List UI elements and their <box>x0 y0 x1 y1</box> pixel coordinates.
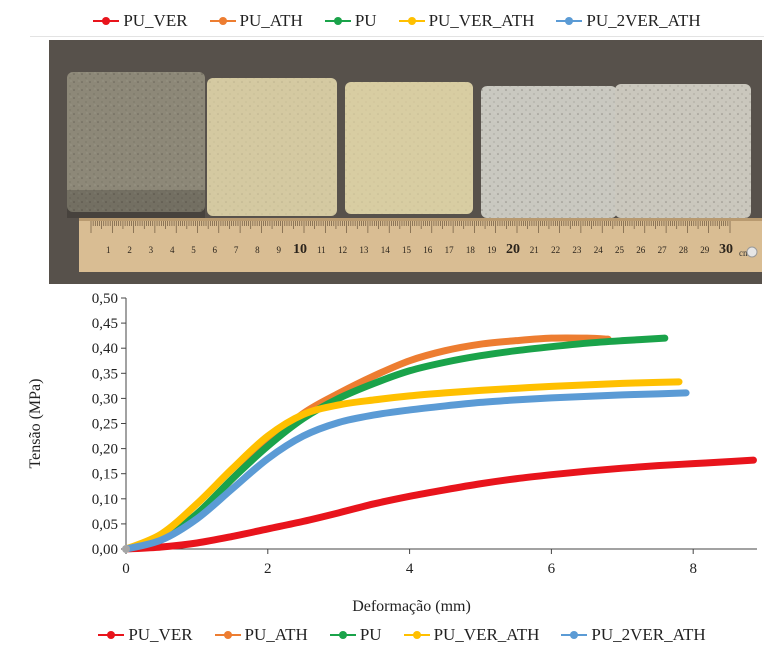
stress-strain-chart: 0,00 0,05 0,10 0,15 0,20 0,25 0,30 0,35 0,40 0,45… <box>27 291 757 615</box>
legend-marker-icon <box>403 631 430 639</box>
series-layer <box>122 334 757 553</box>
ruler-number: 2 <box>127 245 132 255</box>
ruler-number: 23 <box>572 245 582 255</box>
ruler-number: 25 <box>615 245 625 255</box>
ruler-number: 21 <box>530 245 539 255</box>
ruler-number: 4 <box>170 245 175 255</box>
foam-sample <box>481 86 617 218</box>
legend-label: PU_2VER_ATH <box>586 11 701 30</box>
ruler-number: 26 <box>636 245 646 255</box>
ruler-number: 14 <box>381 245 391 255</box>
legend-label: PU_ATH <box>239 11 303 30</box>
ruler-number: 13 <box>359 245 369 255</box>
y-tick-label: 0,40 <box>92 341 118 357</box>
ruler-number: 3 <box>149 245 154 255</box>
y-tick-label: 0,05 <box>92 517 118 533</box>
ruler-unit: cm <box>739 248 750 258</box>
legend-item-pu-2ver-ath: PU_2VER_ATH <box>556 11 701 31</box>
series-line-pu-ver <box>122 456 757 553</box>
x-tick-label: 8 <box>689 561 697 577</box>
y-tick-label: 0,15 <box>92 467 118 483</box>
legend-marker-icon <box>556 17 583 25</box>
y-tick-label: 0,30 <box>92 391 118 407</box>
foam-sample <box>67 72 205 218</box>
ruler-number: 18 <box>466 245 476 255</box>
x-tick-label: 0 <box>122 561 130 577</box>
legend-item-pu: PU <box>324 11 377 31</box>
legend-marker-icon <box>324 17 351 25</box>
ruler-number: 7 <box>234 245 239 255</box>
ruler-number: 1 <box>106 245 111 255</box>
legend-label: PU <box>359 625 382 644</box>
ruler-number: 19 <box>487 245 497 255</box>
bottom-legend: PU_VER PU_ATH PU PU_VER_ATH PU_2VER_ATH <box>40 620 764 650</box>
ruler-number: 30 <box>719 242 733 257</box>
legend-item-pu-ath: PU_ATH <box>209 11 303 31</box>
ruler-number: 8 <box>255 245 260 255</box>
ruler-number: 15 <box>402 245 412 255</box>
y-tick-label: 0,00 <box>92 542 118 558</box>
ruler-number: 16 <box>423 245 433 255</box>
ruler-number: 27 <box>658 245 668 255</box>
legend-label: PU_VER <box>128 625 193 644</box>
foam-sample <box>207 78 337 216</box>
ruler-number: 6 <box>213 245 218 255</box>
legend-label: PU_2VER_ATH <box>591 625 706 644</box>
y-axis-label: Tensão (MPa) <box>27 379 44 469</box>
series-line-pu <box>122 334 669 553</box>
samples-photo: 1 2 3 4 5 6 7 8 9 10 11 12 13 14 15 16 17 18 19 20 21 22 23 24 2… <box>49 40 762 284</box>
x-axis-label: Deformação (mm) <box>352 598 471 615</box>
y-tick-label: 0,35 <box>92 366 118 382</box>
legend-item-pu-ver: PU_VER <box>98 625 193 645</box>
legend-label: PU_ATH <box>244 625 308 644</box>
y-tick-label: 0,20 <box>92 442 118 458</box>
series-line-pu-2ver-ath <box>122 389 690 553</box>
y-tick-label: 0,25 <box>92 417 118 433</box>
ruler-number: 17 <box>445 245 455 255</box>
legend-marker-icon <box>329 631 356 639</box>
ruler-number: 22 <box>551 245 560 255</box>
legend-label: PU_VER <box>123 11 188 30</box>
legend-marker-icon <box>214 631 241 639</box>
x-axis: 0 2 4 6 8 <box>122 548 757 577</box>
y-tick-label: 0,10 <box>92 492 118 508</box>
legend-label: PU <box>354 11 377 30</box>
series-line-pu-ver-ath <box>122 378 683 553</box>
legend-marker-icon <box>398 17 425 25</box>
legend-marker-icon <box>561 631 588 639</box>
ruler: 1 2 3 4 5 6 7 8 9 10 11 12 13 14 15 16 17 18 19 20 21 22 23 24 2… <box>79 218 762 272</box>
y-tick-label: 0,45 <box>92 316 118 332</box>
samples-photo-drawing: 1 2 3 4 5 6 7 8 9 10 11 12 13 14 15 16 17 18 19 20 21 22 23 24 2… <box>49 40 762 284</box>
origin-point <box>122 545 130 553</box>
ruler-number: 11 <box>317 245 326 255</box>
ruler-number: 28 <box>679 245 689 255</box>
y-tick-label: 0,50 <box>92 291 118 307</box>
x-tick-label: 4 <box>406 561 414 577</box>
ruler-number: 29 <box>700 245 710 255</box>
legend-item-pu-ath: PU_ATH <box>214 625 308 645</box>
ruler-number: 20 <box>506 242 520 257</box>
ruler-number: 12 <box>338 245 347 255</box>
legend-item-pu-ver: PU_VER <box>93 11 188 31</box>
legend-marker-icon <box>209 17 236 25</box>
legend-item-pu: PU <box>329 625 382 645</box>
legend-marker-icon <box>98 631 125 639</box>
legend-item-pu-ver-ath: PU_VER_ATH <box>398 11 535 31</box>
legend-label: PU_VER_ATH <box>433 625 540 644</box>
ruler-number: 5 <box>191 245 196 255</box>
ruler-number: 10 <box>293 242 307 257</box>
ruler-number: 24 <box>594 245 604 255</box>
legend-item-pu-ver-ath: PU_VER_ATH <box>403 625 540 645</box>
ruler-number: 9 <box>276 245 281 255</box>
top-legend: PU_VER PU_ATH PU PU_VER_ATH PU_2VER_ATH <box>30 6 764 37</box>
legend-item-pu-2ver-ath: PU_2VER_ATH <box>561 625 706 645</box>
x-tick-label: 2 <box>264 561 272 577</box>
x-tick-label: 6 <box>548 561 556 577</box>
legend-marker-icon <box>93 17 120 25</box>
foam-sample <box>345 82 473 214</box>
foam-sample <box>615 84 751 218</box>
y-axis: 0,00 0,05 0,10 0,15 0,20 0,25 0,30 0,35 0,40 0,45… <box>92 291 127 558</box>
legend-label: PU_VER_ATH <box>428 11 535 30</box>
